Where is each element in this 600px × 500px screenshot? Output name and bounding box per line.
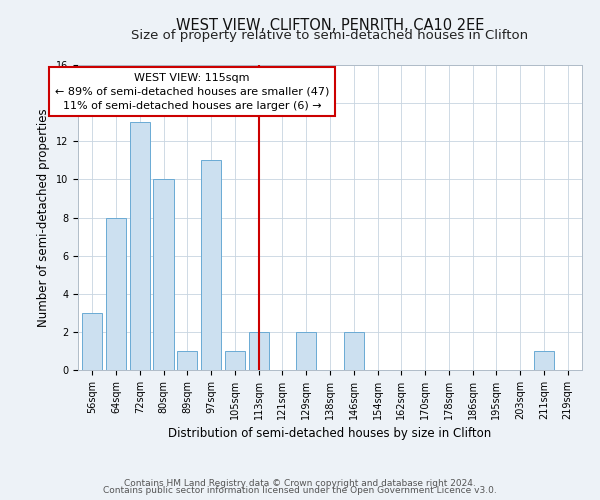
Bar — [225, 351, 245, 370]
Y-axis label: Number of semi-detached properties: Number of semi-detached properties — [37, 108, 50, 327]
Text: Contains HM Land Registry data © Crown copyright and database right 2024.: Contains HM Land Registry data © Crown c… — [124, 478, 476, 488]
Text: WEST VIEW: 115sqm
← 89% of semi-detached houses are smaller (47)
11% of semi-det: WEST VIEW: 115sqm ← 89% of semi-detached… — [55, 72, 329, 110]
Text: WEST VIEW, CLIFTON, PENRITH, CA10 2EE: WEST VIEW, CLIFTON, PENRITH, CA10 2EE — [176, 18, 484, 32]
X-axis label: Distribution of semi-detached houses by size in Clifton: Distribution of semi-detached houses by … — [169, 428, 491, 440]
Text: Contains public sector information licensed under the Open Government Licence v3: Contains public sector information licen… — [103, 486, 497, 495]
Text: Size of property relative to semi-detached houses in Clifton: Size of property relative to semi-detach… — [131, 29, 529, 42]
Bar — [82, 313, 103, 370]
Bar — [154, 180, 173, 370]
Bar — [534, 351, 554, 370]
Bar — [130, 122, 150, 370]
Bar — [201, 160, 221, 370]
Bar — [296, 332, 316, 370]
Bar — [177, 351, 197, 370]
Bar — [248, 332, 269, 370]
Bar — [344, 332, 364, 370]
Bar — [106, 218, 126, 370]
